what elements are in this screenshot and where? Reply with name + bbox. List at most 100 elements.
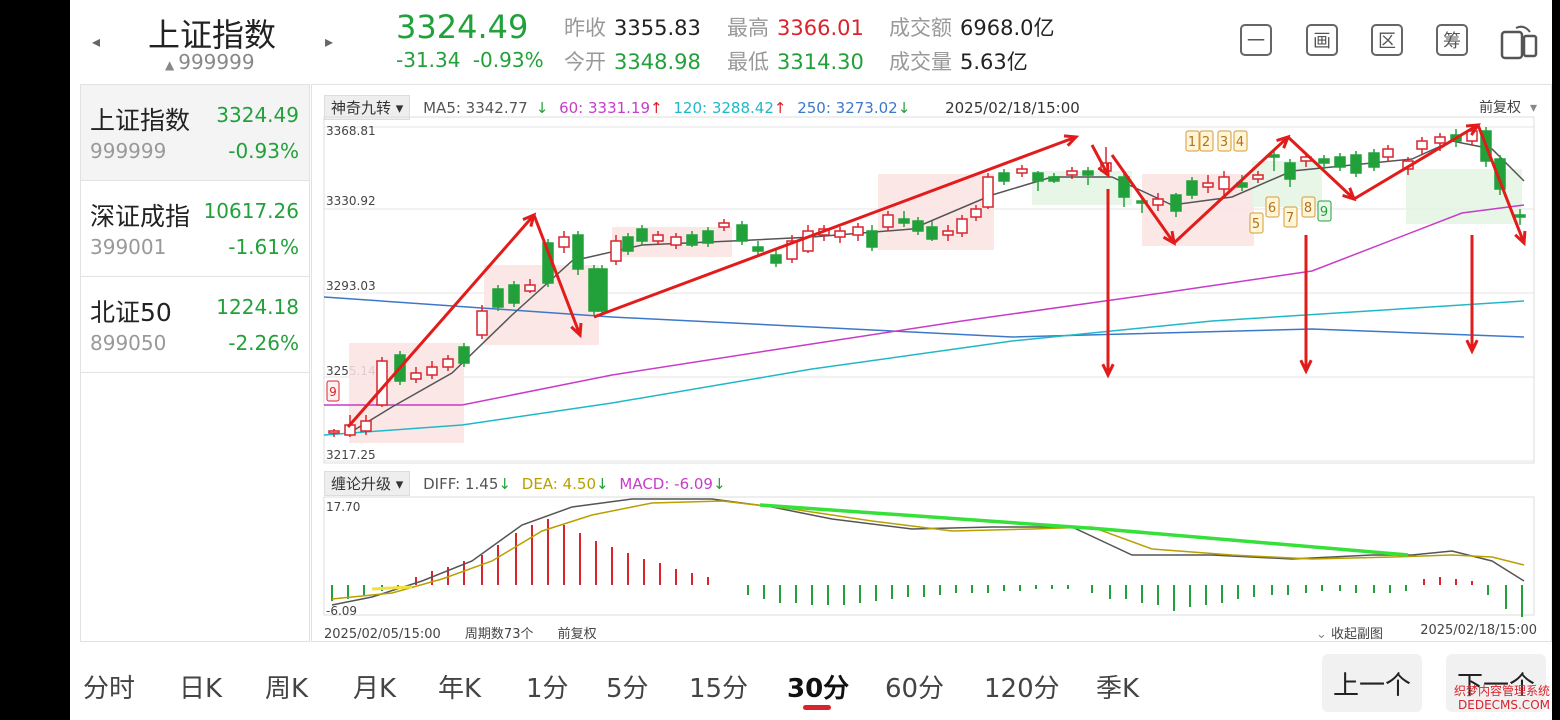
candle-body <box>1152 198 1164 206</box>
candle-body <box>328 430 340 434</box>
stock-code: ▲ 999999 <box>165 50 255 74</box>
tab-daily[interactable]: 日K <box>179 674 223 704</box>
trend-arrow-up-4 <box>1353 123 1479 201</box>
next-button[interactable]: 下一个 <box>1446 654 1546 712</box>
stat-low: 最低 3314.30 <box>727 50 864 74</box>
chart-datetime: 2025/02/18/15:00 <box>945 99 1080 117</box>
candle-body <box>970 208 982 218</box>
tab-intraday[interactable]: 分时 <box>83 674 136 704</box>
candle-body <box>1466 130 1478 142</box>
candle-body <box>898 218 910 224</box>
left-black-bar <box>0 0 70 720</box>
prev-stock-arrow-icon[interactable]: ◂ <box>92 32 101 51</box>
tab-yearly[interactable]: 年K <box>438 674 482 704</box>
candle-body <box>1494 158 1506 190</box>
candle-body <box>1136 200 1148 204</box>
macd-label: MACD: -6.09 <box>619 475 713 493</box>
macd-y-bottom-label: -6.09 <box>326 604 357 618</box>
candle-body <box>1284 162 1296 180</box>
ma120-label: 120: 3288.42 <box>673 99 774 117</box>
candle-body <box>686 234 698 246</box>
candle-body <box>572 234 584 270</box>
candle-body <box>1066 170 1078 176</box>
price-change: -31.34 -0.93% <box>396 48 544 72</box>
candle-body <box>1032 172 1044 182</box>
period-tabs: 分时 日K 周K 月K 年K 1分 5分 15分 30分 60分 120分 季K <box>70 650 1310 720</box>
ma60-line <box>324 204 1525 406</box>
stat-prev-close: 昨收 3355.83 <box>564 16 701 40</box>
nine-count-label: 2 <box>1202 135 1210 150</box>
tab-30min[interactable]: 30分 <box>787 674 850 704</box>
candle-body <box>786 240 798 260</box>
prev-button[interactable]: 上一个 <box>1322 654 1422 712</box>
stock-name: 上证指数 <box>148 16 277 54</box>
kline-svg: 3368.813330.923293.033255.143217.2517.70… <box>323 116 1535 618</box>
diff-label: DIFF: 1.45 <box>423 475 499 493</box>
index-item-szse[interactable]: 深证成指 10617.26 399001 -1.61% <box>81 181 309 277</box>
draw-tool-button[interactable]: 画 <box>1306 24 1338 56</box>
trend-arrow-up-1 <box>346 214 536 428</box>
sub-plot-frame <box>323 496 1535 616</box>
nine-count-badge <box>1265 196 1280 218</box>
sub-indicator-select[interactable]: 缠论升级 ▾ <box>324 471 411 496</box>
dea-line <box>331 500 1525 600</box>
main-indicator-select[interactable]: 神奇九转 ▾ <box>324 95 411 120</box>
candle-body <box>410 372 422 380</box>
candle-body <box>508 284 520 304</box>
arrow-down-icon: ↓ <box>596 475 609 493</box>
candle-body <box>1434 136 1446 144</box>
y-axis-label: 3293.03 <box>326 279 376 293</box>
y-axis-label: 3217.25 <box>326 448 376 462</box>
tab-monthly[interactable]: 月K <box>353 674 397 704</box>
arrow-up-icon: ↑ <box>650 99 663 117</box>
candle-body <box>702 230 714 244</box>
trend-arrow-minor-head <box>1097 162 1110 179</box>
candle-body <box>476 310 488 336</box>
candle-body <box>1334 156 1346 168</box>
chip-tool-button[interactable]: 筹 <box>1436 24 1468 56</box>
candle-body <box>610 240 622 262</box>
tab-60min[interactable]: 60分 <box>885 674 945 704</box>
tab-120min[interactable]: 120分 <box>984 674 1060 704</box>
candle-body <box>718 222 730 228</box>
sub-indicator-row: 缠论升级 ▾ DIFF: 1.45↓ DEA: 4.50↓ MACD: -6.0… <box>324 471 726 496</box>
tab-15min[interactable]: 15分 <box>689 674 749 704</box>
candle-body <box>1252 174 1264 180</box>
range-tool-button[interactable]: 区 <box>1371 24 1403 56</box>
nine-count-badge <box>1199 130 1214 152</box>
collapse-subchart-button[interactable]: ⌄ 收起副图 <box>1316 627 1384 642</box>
candle-body <box>442 358 454 368</box>
candle-body <box>1202 182 1214 188</box>
stat-high: 最高 3366.01 <box>727 16 864 40</box>
candle-body <box>492 288 504 308</box>
nine-count-badge <box>1301 196 1316 218</box>
candle-body <box>834 230 846 238</box>
index-item-bse50[interactable]: 北证50 1224.18 899050 -2.26% <box>81 277 309 373</box>
signal-marker <box>371 585 413 591</box>
candle-body <box>596 268 608 312</box>
adjust-select[interactable]: 前复权 ▾ <box>1479 100 1537 116</box>
nine-count-label: 7 <box>1286 211 1294 226</box>
rotate-screen-icon[interactable] <box>1500 22 1540 66</box>
line-tool-button[interactable]: 一 <box>1240 24 1272 56</box>
arrow-up-icon: ↑ <box>773 99 787 117</box>
chart-panel[interactable]: 神奇九转 ▾ MA5: 3342.77 ↓ 60: 3331.19↑ 120: 3… <box>311 84 1552 642</box>
tab-5min[interactable]: 5分 <box>606 674 649 704</box>
triangle-up-icon: ▲ <box>165 58 175 72</box>
next-stock-arrow-icon[interactable]: ▸ <box>325 32 334 51</box>
ma5-label: MA5: 3342.77 <box>423 99 528 117</box>
index-item-sse[interactable]: 上证指数 3324.49 999999 -0.93% <box>81 85 309 181</box>
trend-arrow-down-3 <box>1286 135 1356 201</box>
candle-body <box>1368 152 1380 168</box>
tab-1min[interactable]: 1分 <box>526 674 569 704</box>
stat-volume: 成交量 5.63亿 <box>889 50 1028 74</box>
footer-row: 2025/02/05/15:00 周期数73个 前复权 <box>324 623 597 642</box>
y-axis-label: 3330.92 <box>326 194 376 208</box>
candle-body <box>736 224 748 242</box>
footer-end-time: 2025/02/18/15:00 <box>1420 623 1537 638</box>
current-price: 3324.49 <box>396 8 529 46</box>
macd-y-top-label: 17.70 <box>326 500 360 514</box>
tab-weekly[interactable]: 周K <box>265 674 309 704</box>
candle-body <box>982 176 994 208</box>
tab-quarterly[interactable]: 季K <box>1096 674 1140 704</box>
